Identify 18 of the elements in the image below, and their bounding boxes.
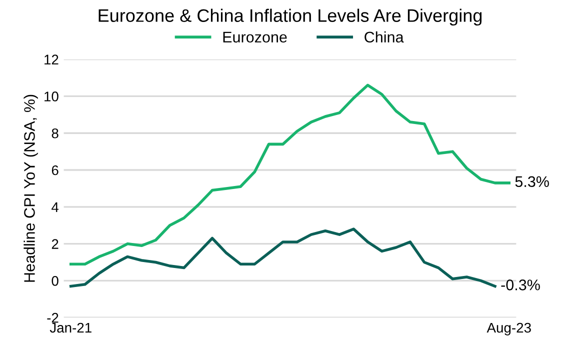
y-axis-title: Headline CPI YoY (NSA, %) bbox=[24, 94, 38, 282]
line-series bbox=[69, 84, 511, 266]
y-tick-label: 4 bbox=[52, 202, 59, 212]
data-label: 5.3% bbox=[515, 176, 549, 188]
chart-title: Eurozone & China Inflation Levels Are Diverging bbox=[98, 8, 482, 26]
data-label: -0.3% bbox=[501, 280, 540, 290]
y-tick-label: 12 bbox=[44, 54, 58, 64]
x-tick-label: Aug-23 bbox=[486, 322, 531, 336]
legend-label: Eurozone bbox=[223, 32, 287, 43]
y-tick-label: 6 bbox=[52, 165, 58, 176]
x-tick-label: Jan-21 bbox=[50, 322, 92, 333]
legend-label: China bbox=[364, 31, 404, 43]
y-tick-label: -2 bbox=[47, 312, 58, 323]
y-tick-label: 2 bbox=[52, 239, 58, 249]
y-tick-label: 8 bbox=[52, 128, 58, 138]
y-tick-label: 10 bbox=[44, 92, 58, 102]
y-tick-label: 0 bbox=[52, 276, 58, 286]
line-series bbox=[69, 228, 496, 288]
